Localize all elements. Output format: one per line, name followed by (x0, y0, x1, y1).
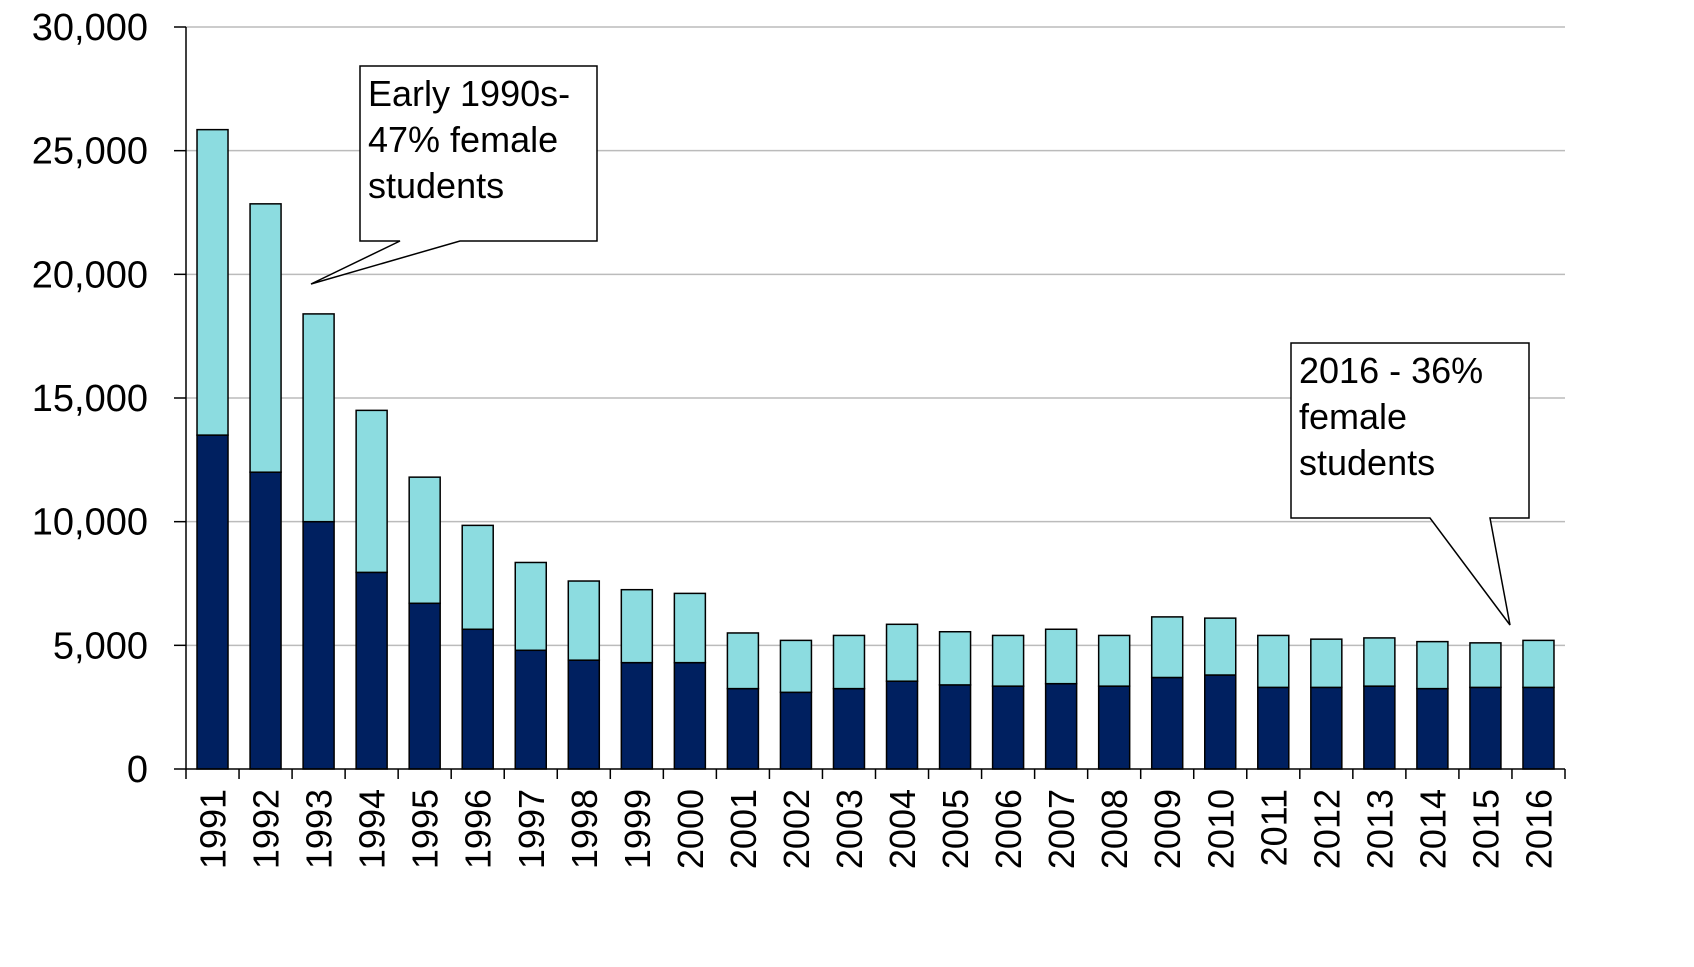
y-tick-label: 15,000 (32, 378, 148, 420)
bar-segment (408, 476, 441, 605)
x-tick-label: 1998 (564, 789, 605, 869)
annotation-text: students (368, 165, 504, 206)
bar-segment (938, 684, 972, 770)
callout-box (1290, 342, 1530, 626)
x-tick-label: 1999 (617, 789, 658, 869)
callout-box (310, 65, 598, 285)
bar-segment (1522, 639, 1555, 689)
bar-segment (832, 687, 866, 770)
bar-segment (355, 571, 388, 770)
x-tick-label: 1995 (405, 789, 446, 869)
bar-segment (885, 680, 919, 770)
bar-segment (1469, 642, 1502, 689)
bar-segment (726, 687, 760, 770)
bar-segment (620, 588, 654, 664)
bar-segment (249, 471, 282, 770)
bar-segment (1416, 640, 1449, 690)
bar-segment (779, 639, 813, 694)
x-tick-label: 2000 (670, 789, 711, 869)
x-tick-label: 1997 (511, 789, 552, 869)
bar-segment (673, 592, 707, 664)
y-tick-label: 20,000 (32, 254, 148, 296)
bar-segment (249, 203, 282, 473)
bar-segment (1363, 685, 1396, 770)
bar-segment (1363, 637, 1396, 687)
bar-segment (196, 128, 229, 436)
bar-segment (461, 524, 494, 631)
bar-segment (991, 634, 1025, 687)
bar-segment (1257, 686, 1290, 770)
x-tick-label: 2011 (1253, 789, 1294, 866)
bar-segment (938, 630, 972, 686)
bar-segment (567, 659, 601, 770)
y-tick-label: 25,000 (32, 131, 148, 173)
x-tick-label: 2001 (723, 789, 764, 869)
bar-segment (1044, 682, 1078, 770)
x-tick-label: 2006 (988, 789, 1029, 869)
x-tick-label: 1991 (193, 789, 234, 869)
annotation-text: Early 1990s- (368, 73, 570, 114)
bar-segment (779, 691, 813, 770)
x-tick-label: 2013 (1359, 789, 1400, 869)
x-tick-label: 2012 (1306, 789, 1347, 869)
bar-segment (302, 520, 335, 770)
bar-segment (1204, 617, 1237, 676)
annotation-text: 47% female (368, 119, 558, 160)
y-tick-label: 30,000 (32, 7, 148, 49)
bar-segment (514, 649, 547, 770)
x-tick-label: 2003 (829, 789, 870, 869)
bar-segment (1150, 676, 1184, 770)
annotation-text: students (1299, 442, 1435, 483)
bar-segment (1097, 634, 1131, 687)
x-tick-label: 1992 (246, 789, 287, 869)
x-tick-label: 2008 (1094, 789, 1135, 869)
bar-segment (726, 632, 760, 690)
bar-segment (1416, 687, 1449, 770)
annotation-text: 2016 - 36% (1299, 350, 1483, 391)
bar-segment (991, 685, 1025, 770)
x-tick-label: 2010 (1200, 789, 1241, 869)
y-tick-label: 5,000 (53, 625, 148, 667)
annotation-text: female (1299, 396, 1407, 437)
x-tick-label: 2002 (776, 789, 817, 869)
x-tick-label: 1996 (458, 789, 499, 869)
x-tick-label: 2014 (1412, 789, 1453, 869)
bar-segment (408, 602, 441, 770)
bar-segment (355, 409, 388, 574)
bar-segment (302, 313, 335, 523)
bar-segment (620, 661, 654, 770)
bar-segment (514, 561, 547, 652)
bar-segment (673, 661, 707, 770)
bar-segment (1310, 638, 1343, 689)
bar-segment (196, 434, 229, 770)
bar-segment (567, 580, 601, 661)
y-tick-label: 10,000 (32, 502, 148, 544)
x-tick-label: 2015 (1465, 789, 1506, 869)
bar-segment (1469, 686, 1502, 770)
bar-segment (1097, 685, 1131, 770)
bar-segment (1522, 686, 1555, 770)
x-tick-label: 1993 (299, 789, 340, 869)
bar-segment (1204, 674, 1237, 770)
x-tick-label: 1994 (352, 789, 393, 869)
bar-segment (832, 634, 866, 690)
x-tick-label: 2016 (1518, 789, 1559, 869)
y-tick-label: 0 (127, 749, 148, 791)
bar-segment (461, 628, 494, 770)
bar-segment (1150, 616, 1184, 679)
bar-segment (1257, 634, 1290, 689)
x-tick-label: 2007 (1041, 789, 1082, 869)
x-tick-label: 2009 (1147, 789, 1188, 869)
bar-segment (1310, 686, 1343, 770)
x-tick-label: 2004 (882, 789, 923, 869)
x-tick-label: 2005 (935, 789, 976, 869)
bar-segment (1044, 628, 1078, 685)
bar-segment (885, 623, 919, 682)
